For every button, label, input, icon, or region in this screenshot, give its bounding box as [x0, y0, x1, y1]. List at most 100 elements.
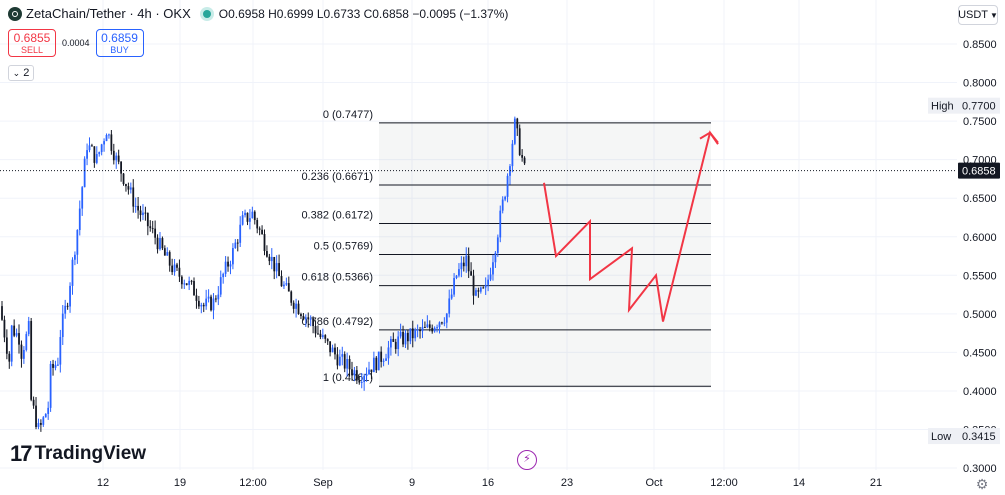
candle-body	[304, 317, 307, 320]
open-value: O0.6958	[218, 6, 265, 21]
candle-body	[156, 237, 159, 250]
market-open-status-icon	[202, 9, 211, 18]
candle-body	[39, 422, 42, 425]
lightning-icon[interactable]: ⚡	[517, 450, 537, 470]
candle-body	[15, 333, 18, 336]
fib-level-label: 0.618 (0.5366)	[301, 272, 373, 284]
candle-body	[470, 271, 472, 276]
projection-zigzag	[543, 130, 719, 322]
candle-body	[183, 283, 186, 285]
spread-value: 0.0004	[62, 38, 90, 48]
candle-body	[95, 154, 98, 163]
candle-body	[324, 335, 327, 339]
marker-value: 0.7700	[962, 101, 996, 113]
candle-body	[149, 226, 152, 229]
candle-body	[424, 326, 426, 328]
candle-body	[402, 331, 404, 345]
candle-body	[117, 155, 120, 162]
candle-body	[83, 158, 86, 188]
candle-body	[222, 273, 225, 278]
candle-body	[236, 242, 239, 244]
marker-bg	[928, 97, 1000, 114]
x-tick-label: 23	[561, 477, 573, 489]
candle-body	[472, 275, 475, 296]
candle-body	[392, 338, 395, 342]
candle-body	[453, 277, 455, 295]
candle-body	[455, 275, 458, 278]
candle-body	[258, 228, 261, 230]
candle-body	[509, 166, 511, 176]
candle-body	[441, 322, 443, 324]
candle-body	[312, 318, 315, 327]
candle-body	[518, 128, 521, 156]
fib-level-label: 0 (0.7477)	[323, 109, 373, 121]
candle-body	[35, 405, 37, 427]
y-tick-label: 0.8000	[963, 78, 997, 90]
candle-body	[30, 321, 33, 400]
projection-arrowhead	[699, 131, 719, 144]
indicators-toggle[interactable]: ⌄ 2	[8, 65, 34, 81]
candle-body	[76, 230, 79, 255]
candle-body	[197, 300, 200, 307]
x-tick-label: Oct	[645, 477, 662, 489]
time-axis: 12 19 12:00 Sep 9 16 23 Oct 12:00 14 21	[97, 477, 882, 489]
candle-body	[27, 321, 30, 335]
x-tick-label: 14	[793, 477, 805, 489]
marker-label: Low	[931, 431, 951, 443]
candle-body	[404, 332, 407, 345]
candle-body	[146, 213, 149, 227]
candle-body	[91, 145, 93, 147]
high-low-markers: High 0.7700 Low 0.3415	[928, 97, 1000, 445]
candle-body	[506, 175, 509, 197]
low-value: L0.6733	[316, 6, 361, 21]
candle-body	[180, 276, 183, 285]
fibonacci-retracement: 0 (0.7477) 0.236 (0.6671) 0.382 (0.6172) 0.…	[301, 109, 711, 387]
candle-body	[346, 359, 349, 369]
x-tick-label: 12:00	[239, 477, 267, 489]
x-tick-label: 12	[97, 477, 109, 489]
gear-icon[interactable]: ⚙	[975, 476, 989, 492]
candle-body	[368, 369, 370, 375]
brand-name: TradingView	[34, 443, 147, 464]
candle-body	[283, 284, 285, 287]
candle-body	[154, 228, 157, 238]
candle-body	[47, 407, 50, 414]
y-tick-label: 0.8500	[963, 39, 997, 51]
candle-body	[523, 157, 526, 164]
candle-body	[49, 363, 52, 408]
candle-body	[134, 205, 137, 207]
high-value: H0.6999	[268, 6, 314, 21]
buy-button[interactable]: 0.6859 BUY	[95, 29, 144, 57]
candle-body	[37, 422, 40, 427]
x-tick-label: Sep	[313, 477, 333, 489]
candle-body	[292, 302, 295, 309]
candle-body	[193, 281, 195, 296]
candle-body	[103, 141, 105, 145]
candle-body	[261, 229, 263, 235]
symbol-title[interactable]: ZetaChain/Tether · 4h · OKX	[26, 6, 191, 21]
candle-body	[185, 283, 188, 285]
candle-body	[224, 261, 227, 274]
candle-body	[353, 370, 356, 376]
sell-button[interactable]: 0.6855 SELL	[8, 29, 56, 57]
candle-body	[477, 290, 480, 292]
candle-body	[210, 296, 212, 311]
candle-body	[163, 248, 166, 256]
currency-select[interactable]: USDT ▼	[958, 5, 998, 25]
y-tick-label: 0.5500	[963, 270, 997, 282]
candle-body	[467, 255, 470, 272]
candle-body	[370, 369, 373, 373]
candle-body	[382, 360, 385, 362]
candle-body	[202, 304, 205, 307]
candle-body	[329, 341, 332, 353]
candle-body	[74, 254, 76, 260]
candle-body	[407, 332, 409, 342]
tradingview-logo[interactable]: 17 TradingView	[10, 441, 146, 467]
indicators-count: 2	[23, 67, 30, 79]
candle-body	[125, 184, 127, 187]
candle-body	[375, 357, 378, 371]
sell-price: 0.6855	[13, 31, 51, 45]
candle-body	[438, 322, 441, 328]
candle-body	[436, 327, 438, 329]
